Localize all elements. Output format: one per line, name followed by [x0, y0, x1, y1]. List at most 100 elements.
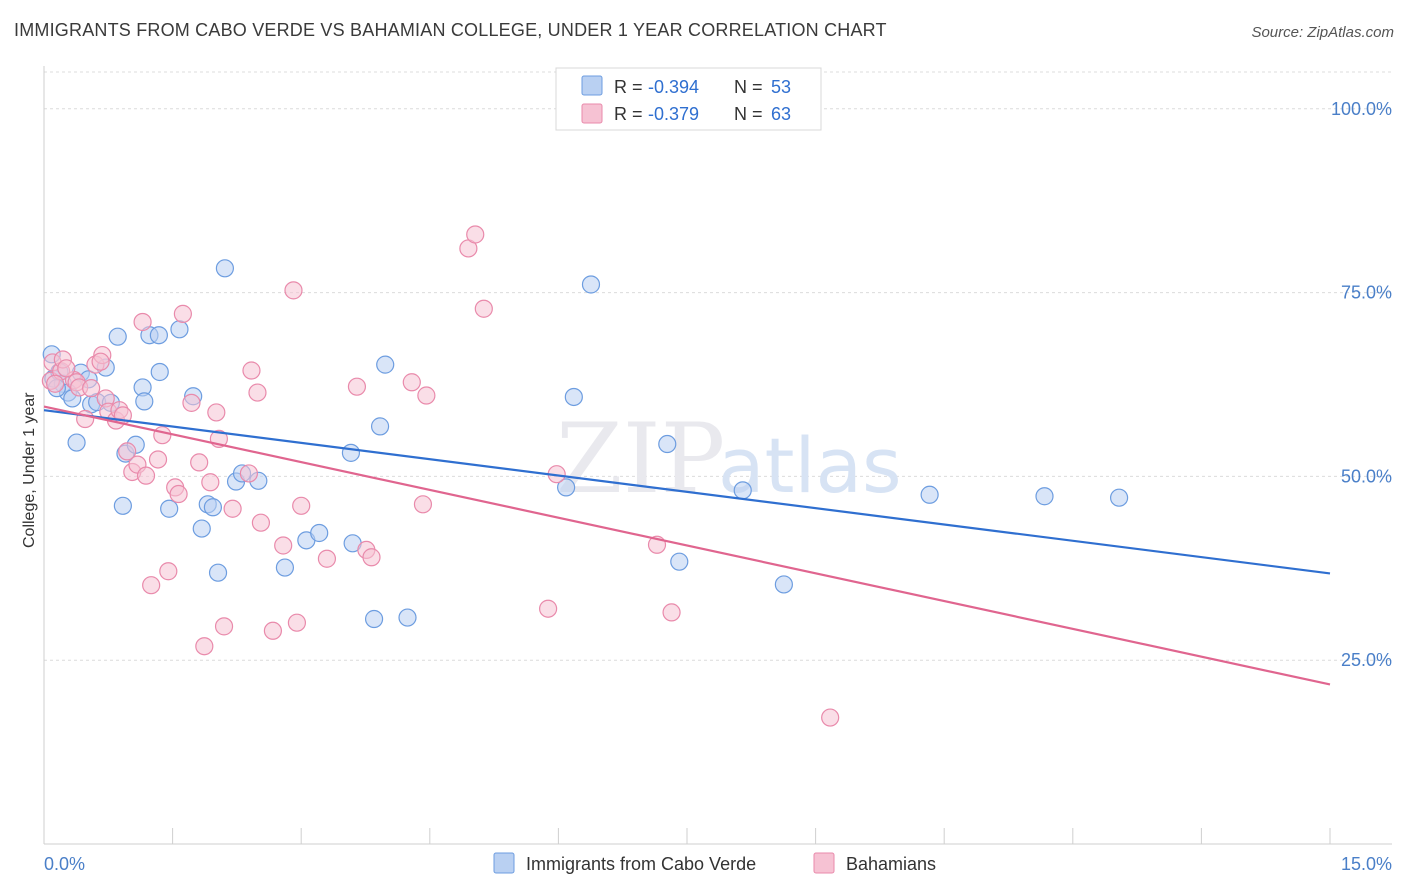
chart-title: IMMIGRANTS FROM CABO VERDE VS BAHAMIAN C… — [14, 20, 887, 40]
point-bahamian — [251, 513, 271, 532]
point-bahamian — [417, 386, 436, 405]
y-tick-label: 75.0% — [1341, 283, 1392, 303]
point-bahamian — [248, 383, 267, 402]
point-bahamian — [474, 299, 493, 318]
legend-n-value: 53 — [771, 77, 791, 97]
point-bahamian — [136, 466, 156, 485]
trend-lines — [43, 405, 1331, 686]
point-bahamian — [173, 304, 192, 323]
point-bahamian — [274, 536, 293, 555]
source-note: Source: ZipAtlas.com — [1251, 24, 1394, 41]
point-bahamian — [239, 464, 259, 483]
legend-r-value: -0.394 — [648, 77, 699, 97]
point-bahamian — [402, 373, 421, 392]
point-cabo-verde — [376, 355, 395, 374]
legend-r-label: R = — [614, 104, 643, 124]
point-bahamian — [207, 403, 226, 422]
point-cabo-verde — [398, 608, 417, 627]
legend-n-value: 63 — [771, 104, 791, 124]
y-tick-label: 100.0% — [1331, 99, 1392, 119]
bottom-legend-label: Immigrants from Cabo Verde — [526, 854, 756, 874]
y-tick-label: 50.0% — [1341, 466, 1392, 486]
point-cabo-verde — [108, 327, 127, 346]
legend-n-label: N = — [734, 77, 763, 97]
point-bahamian — [182, 393, 201, 412]
point-bahamian — [195, 637, 214, 656]
point-cabo-verde — [149, 326, 168, 345]
point-cabo-verde — [658, 434, 677, 454]
point-cabo-verde — [670, 552, 689, 571]
point-cabo-verde — [113, 496, 132, 515]
point-bahamian — [466, 225, 485, 244]
point-bahamian — [57, 359, 76, 378]
point-bahamian — [169, 484, 188, 504]
point-cabo-verde — [67, 433, 86, 452]
bottom-legend-swatch-pink — [813, 852, 835, 874]
point-bahamian — [539, 599, 558, 618]
point-cabo-verde — [275, 558, 295, 577]
point-cabo-verde — [215, 259, 234, 278]
bottom-legend: Immigrants from Cabo Verde Bahamians — [493, 852, 936, 874]
x-tick-labels: 0.0% 15.0% — [44, 854, 1392, 874]
legend-swatch-pink — [581, 103, 603, 124]
point-cabo-verde — [564, 387, 583, 407]
data-points — [41, 225, 1129, 727]
point-cabo-verde — [557, 478, 576, 497]
y-tick-labels: 25.0% 50.0% 75.0% 100.0% — [1331, 99, 1392, 670]
trend-line-cabo-verde — [43, 409, 1331, 575]
point-bahamian — [284, 281, 303, 300]
point-bahamian — [118, 442, 137, 461]
point-cabo-verde — [341, 443, 361, 462]
point-bahamian — [190, 453, 209, 472]
y-axis-label: College, Under 1 year — [21, 392, 38, 548]
trend-line-bahamian — [43, 405, 1331, 686]
watermark: ZIP atlas — [556, 403, 902, 515]
point-bahamian — [82, 379, 101, 398]
point-bahamian — [821, 708, 840, 727]
watermark-zip: ZIP — [556, 403, 725, 515]
point-cabo-verde — [370, 417, 390, 436]
legend-r-label: R = — [614, 77, 643, 97]
legend-n-label: N = — [734, 104, 763, 124]
point-bahamian — [46, 374, 65, 393]
point-cabo-verde — [1109, 488, 1129, 507]
point-bahamian — [413, 495, 433, 514]
legend-swatch-blue — [581, 75, 603, 96]
point-cabo-verde — [192, 519, 211, 538]
point-cabo-verde — [774, 575, 793, 594]
point-cabo-verde — [208, 563, 228, 582]
x-tick-label: 0.0% — [44, 854, 85, 874]
point-cabo-verde — [581, 275, 601, 294]
point-bahamian — [287, 613, 307, 632]
point-cabo-verde — [150, 362, 169, 382]
point-bahamian — [91, 352, 110, 371]
point-bahamian — [362, 548, 381, 567]
point-bahamian — [159, 562, 178, 581]
point-bahamian — [242, 361, 261, 380]
point-bahamian — [223, 499, 242, 518]
point-bahamian — [142, 576, 161, 595]
point-cabo-verde — [203, 498, 222, 517]
y-tick-label: 25.0% — [1341, 650, 1392, 670]
point-bahamian — [133, 312, 152, 332]
point-cabo-verde — [364, 609, 384, 629]
point-bahamian — [214, 617, 234, 636]
point-bahamian — [148, 450, 168, 469]
point-bahamian — [292, 496, 311, 515]
bottom-legend-label: Bahamians — [846, 854, 936, 874]
bottom-legend-swatch-blue — [493, 852, 515, 874]
point-bahamian — [662, 603, 681, 622]
point-cabo-verde — [733, 481, 752, 500]
axes — [43, 66, 1392, 845]
legend: R = -0.394 N = 53 R = -0.379 N = 63 — [555, 67, 822, 131]
legend-r-value: -0.379 — [648, 104, 699, 124]
point-bahamian — [263, 621, 283, 640]
point-cabo-verde — [135, 392, 154, 411]
point-cabo-verde — [170, 320, 189, 339]
point-cabo-verde — [1035, 487, 1054, 506]
point-bahamian — [201, 473, 220, 492]
point-bahamian — [153, 426, 172, 445]
point-cabo-verde — [310, 523, 329, 543]
point-bahamian — [347, 377, 367, 396]
